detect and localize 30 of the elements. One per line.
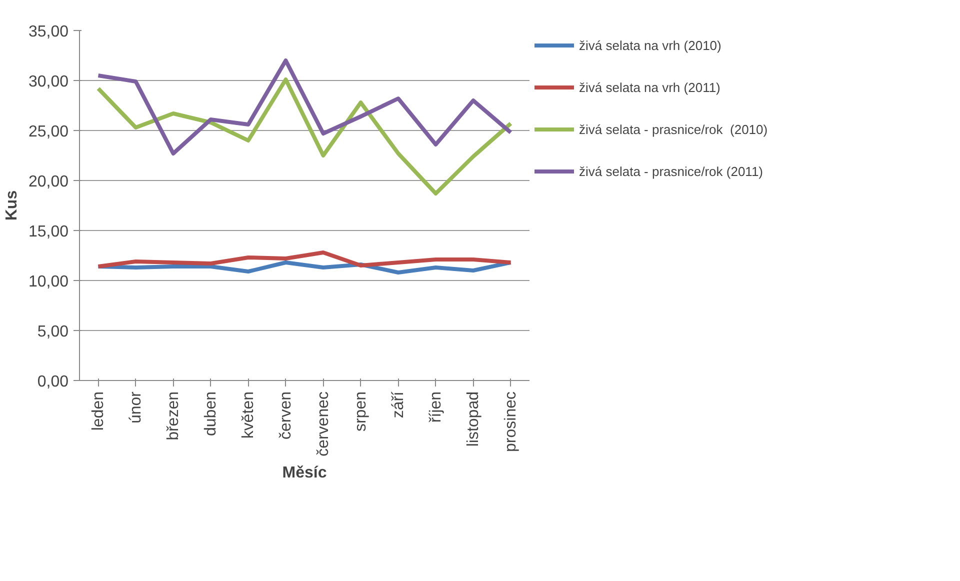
line-series xyxy=(96,260,513,274)
x-tick-label: červen xyxy=(277,391,294,440)
x-tick-label: září xyxy=(390,390,407,418)
x-tick-label: červenec xyxy=(314,392,332,456)
legend-label: živá selata - prasnice/rok (2011) xyxy=(579,164,764,178)
x-tick-label: únor xyxy=(127,390,144,424)
y-tick-label: 15,00 xyxy=(28,224,69,240)
line-series xyxy=(96,250,513,268)
line-series xyxy=(96,58,513,156)
y-tick-label: 20,00 xyxy=(28,174,69,190)
y-tick-label: 5,00 xyxy=(37,324,69,340)
legend-label: živá selata na vrh (2011) xyxy=(579,80,720,94)
y-tick-label: 10,00 xyxy=(28,274,69,290)
y-tick-label: 25,00 xyxy=(28,124,69,140)
x-tick-label: květen xyxy=(240,392,257,439)
x-axis-title: Měsíc xyxy=(282,464,327,482)
y-tick-label: 0,00 xyxy=(37,374,69,390)
line-series xyxy=(96,78,513,196)
x-tick-label: březen xyxy=(164,392,182,440)
x-tick-label: říjen xyxy=(427,392,444,423)
x-tick-label: listopad xyxy=(464,391,482,447)
y-tick-label: 30,00 xyxy=(28,74,69,90)
y-axis-title: Kus xyxy=(3,190,20,221)
x-tick-label: srpen xyxy=(352,391,370,432)
x-tick-label: prosinec xyxy=(502,391,520,452)
y-tick-label: 35,00 xyxy=(28,24,69,40)
x-tick-label: duben xyxy=(202,391,220,436)
legend-label: živá selata na vrh (2010) xyxy=(579,38,722,52)
x-tick-label: leden xyxy=(90,391,107,431)
legend-label: živá selata - prasnice/rok (2010) xyxy=(579,122,768,136)
